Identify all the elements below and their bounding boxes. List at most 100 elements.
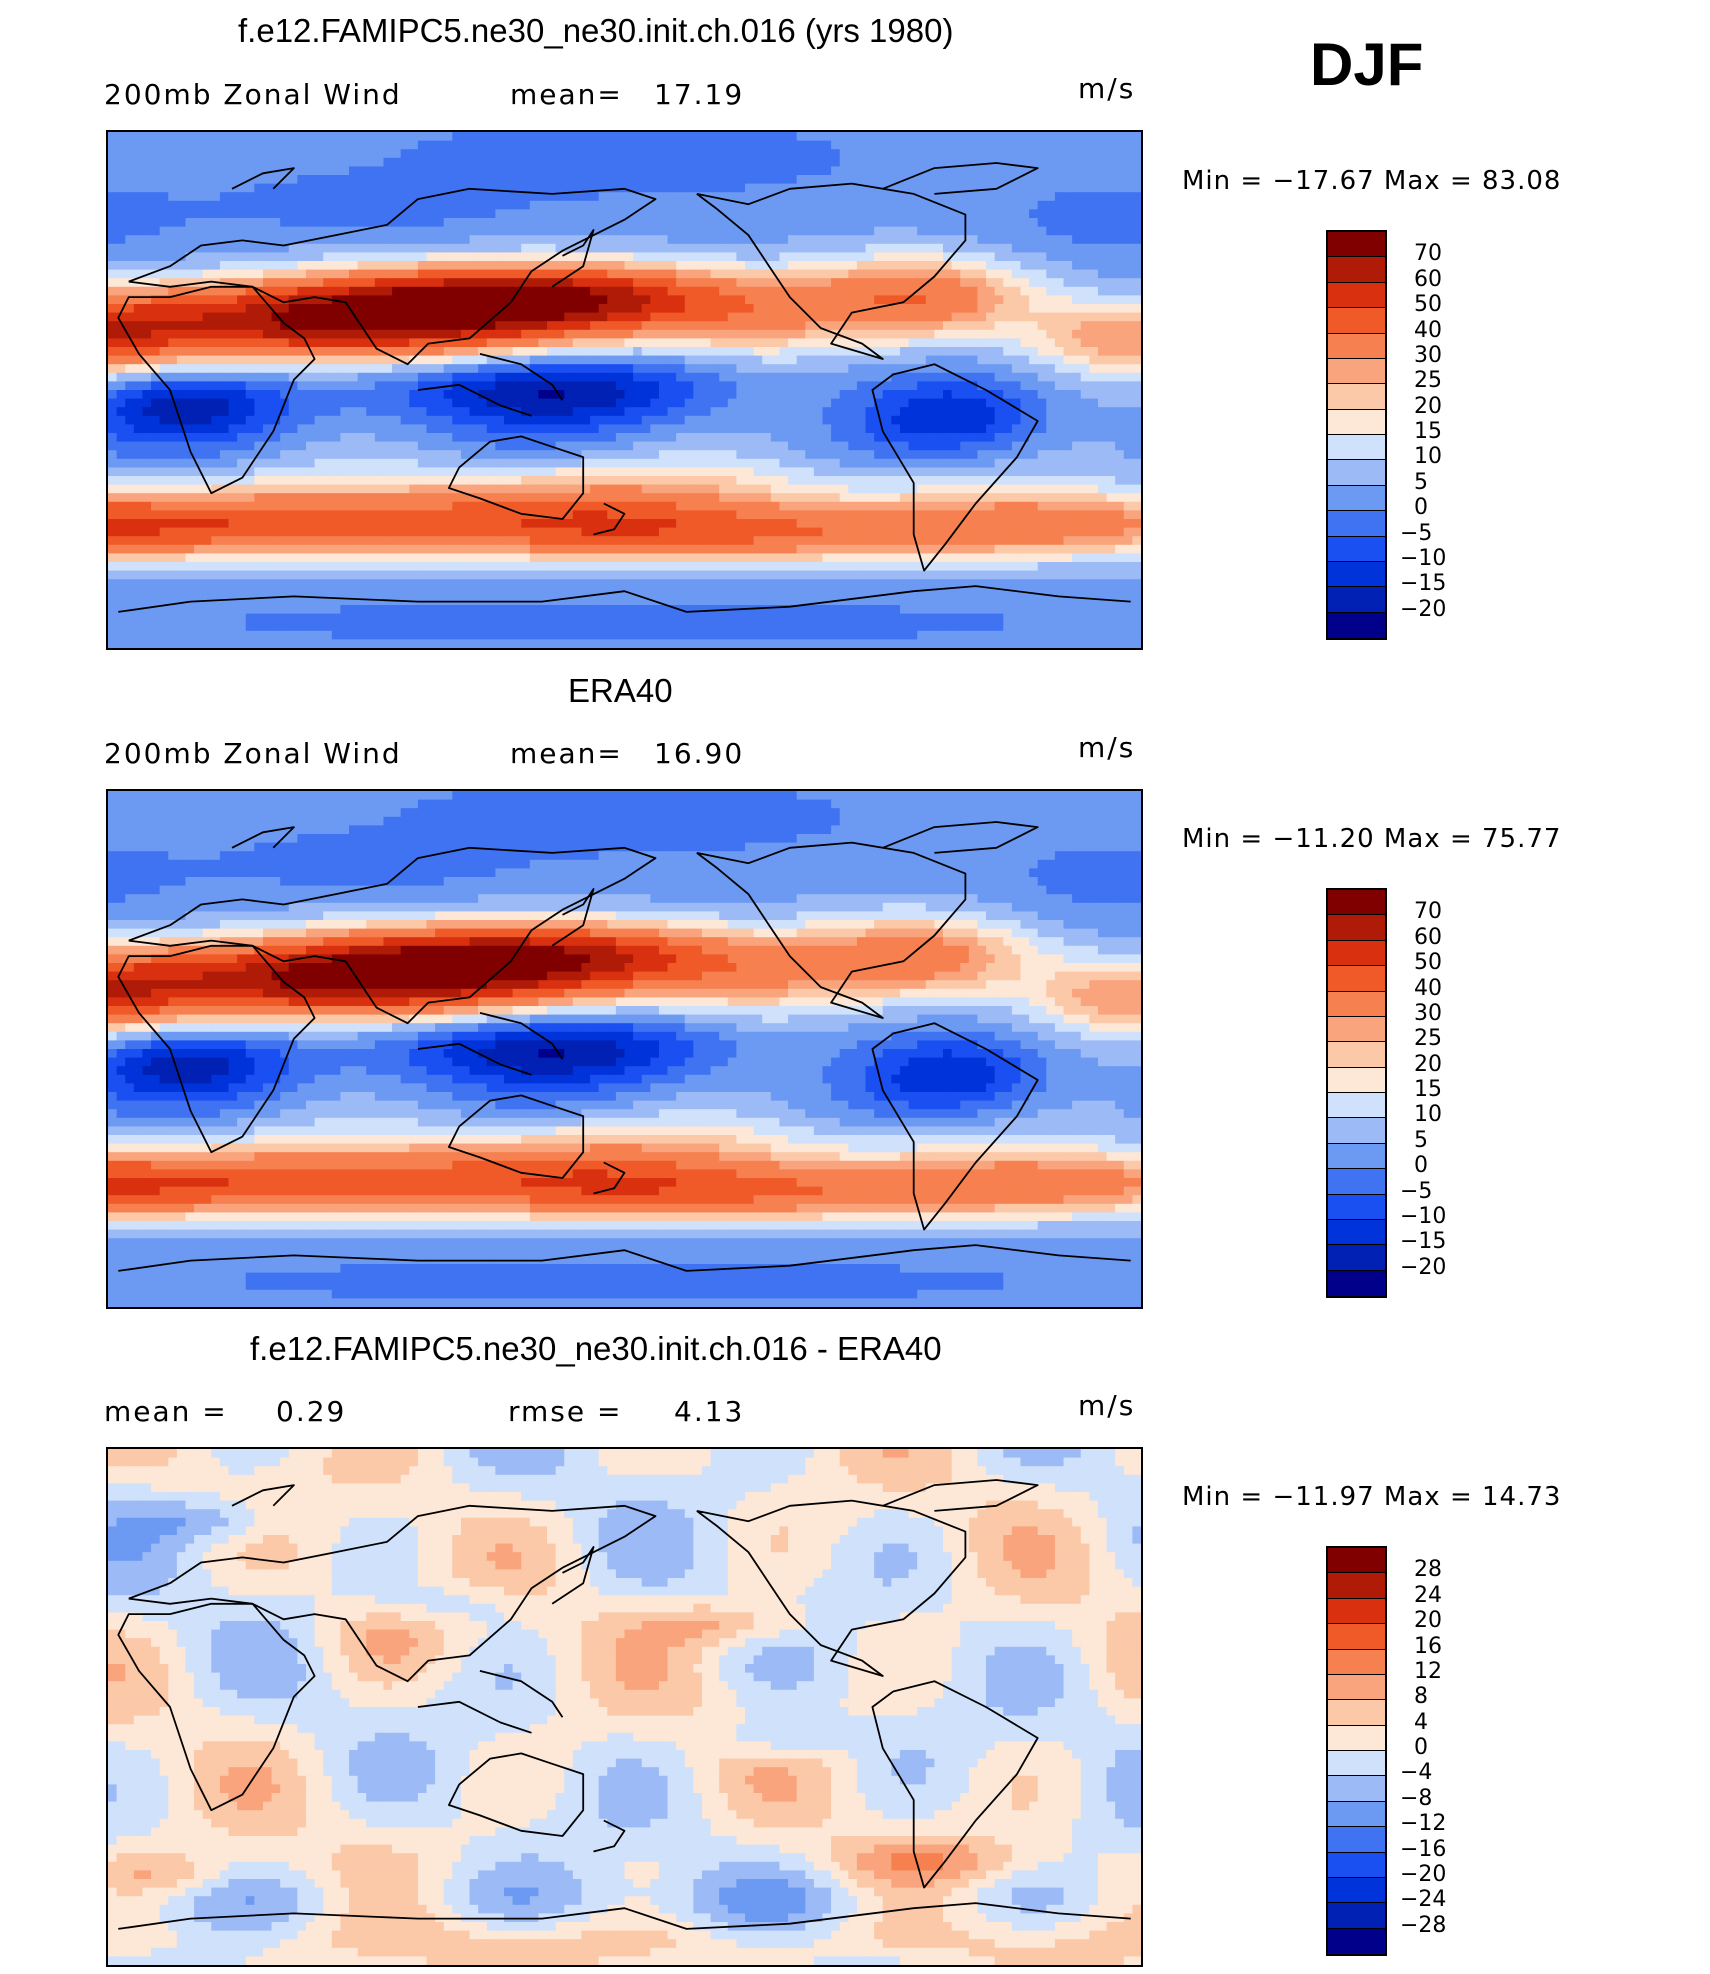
colorbar-swatch xyxy=(1328,536,1385,562)
colorbar-tick-label: 40 xyxy=(1414,976,1442,1001)
colorbar-tick-label: 30 xyxy=(1414,1001,1442,1026)
colorbar-tick-label: 20 xyxy=(1414,1052,1442,1077)
colorbar-tick-label: −10 xyxy=(1400,1204,1446,1229)
coastline xyxy=(231,826,295,849)
panel-2-units: m/s xyxy=(1078,731,1135,764)
coastline xyxy=(117,1602,316,1812)
colorbar-swatch xyxy=(1328,1649,1385,1675)
colorbar-swatch xyxy=(1328,1903,1385,1929)
colorbar-tick-label: −20 xyxy=(1400,597,1446,622)
colorbar-swatch xyxy=(1328,1801,1385,1828)
coastlines xyxy=(117,162,1131,613)
panel-1-mean-value: 17.19 xyxy=(654,78,744,111)
colorbar-swatch xyxy=(1328,890,1385,916)
colorbar-swatch xyxy=(1328,358,1385,385)
coastline xyxy=(118,1244,1131,1272)
colorbar-tick-label: −28 xyxy=(1400,1913,1446,1938)
colorbar-swatch xyxy=(1328,1573,1385,1599)
panel-2-variable-label: 200mb Zonal Wind xyxy=(104,737,402,770)
colorbar-tick-label: 25 xyxy=(1414,1026,1442,1051)
contour-field xyxy=(108,132,1141,648)
panel-1-title: f.e12.FAMIPC5.ne30_ne30.init.ch.016 (yrs… xyxy=(238,12,953,50)
colorbar-swatch xyxy=(1328,1877,1385,1904)
colorbar-tick-label: 28 xyxy=(1414,1557,1442,1582)
colorbar-swatch xyxy=(1328,1194,1385,1220)
colorbar-swatch xyxy=(1328,1016,1385,1043)
filled-contours xyxy=(108,1449,1141,1965)
colorbar-swatch xyxy=(1328,1169,1385,1195)
panel-2-mean-value: 16.90 xyxy=(654,737,744,770)
colorbar-tick-label: −15 xyxy=(1400,1229,1446,1254)
panel-1-colorbar xyxy=(1326,230,1387,640)
colorbar-tick-label: −5 xyxy=(1400,1179,1432,1204)
colorbar-swatch xyxy=(1328,1674,1385,1701)
colorbar-swatch xyxy=(1328,1624,1385,1650)
panel-3-mean-value: 0.29 xyxy=(276,1395,346,1428)
colorbar-tick-label: −5 xyxy=(1400,521,1432,546)
panel-1-mean-label: mean= xyxy=(510,78,623,111)
colorbar-tick-label: 40 xyxy=(1414,318,1442,343)
filled-contours xyxy=(108,132,1141,648)
coastline xyxy=(882,162,1039,195)
colorbar-tick-label: 50 xyxy=(1414,950,1442,975)
colorbar-swatch xyxy=(1328,1700,1385,1726)
coastline xyxy=(118,585,1131,613)
colorbar-swatch xyxy=(1328,966,1385,992)
colorbar-tick-label: 0 xyxy=(1414,1735,1428,1760)
colorbar-swatch xyxy=(1328,485,1385,512)
colorbar-tick-label: 70 xyxy=(1414,899,1442,924)
colorbar-swatch xyxy=(1328,1776,1385,1802)
colorbar-tick-label: 5 xyxy=(1414,470,1428,495)
colorbar-tick-label: −15 xyxy=(1400,571,1446,596)
coastline xyxy=(882,821,1039,854)
coastline xyxy=(593,1819,626,1853)
coastline xyxy=(231,167,295,190)
colorbar-swatch xyxy=(1328,1598,1385,1625)
panel-3-rmse-value: 4.13 xyxy=(674,1395,744,1428)
coastline xyxy=(696,182,967,360)
panel-1-minmax: Min = −17.67 Max = 83.08 xyxy=(1182,166,1561,196)
panel-2-colorbar xyxy=(1326,888,1387,1298)
coastline xyxy=(551,229,595,288)
panel-3-minmax: Min = −11.97 Max = 14.73 xyxy=(1182,1482,1561,1512)
panel-1-variable-label: 200mb Zonal Wind xyxy=(104,78,402,111)
colorbar-swatch xyxy=(1328,232,1385,258)
colorbar-tick-label: 8 xyxy=(1414,1684,1428,1709)
coastline xyxy=(447,1094,585,1179)
filled-contours xyxy=(108,791,1141,1307)
coastline xyxy=(696,841,967,1019)
colorbar-swatch xyxy=(1328,384,1385,410)
coastline xyxy=(128,187,657,366)
colorbar-swatch xyxy=(1328,460,1385,486)
colorbar-tick-label: −24 xyxy=(1400,1887,1446,1912)
colorbar-swatch xyxy=(1328,1725,1385,1751)
colorbar-tick-label: 16 xyxy=(1414,1634,1442,1659)
colorbar-swatch xyxy=(1328,1118,1385,1144)
coastline xyxy=(128,846,657,1025)
coastline xyxy=(696,1499,967,1677)
colorbar-swatch xyxy=(1328,587,1385,613)
colorbar-tick-label: 5 xyxy=(1414,1128,1428,1153)
coastline xyxy=(551,888,595,947)
colorbar-swatch xyxy=(1328,1219,1385,1246)
coastline xyxy=(447,1752,585,1837)
coastline xyxy=(871,1022,1039,1231)
colorbar-tick-label: 0 xyxy=(1414,1153,1428,1178)
colorbar-tick-label: 25 xyxy=(1414,368,1442,393)
coastline xyxy=(417,383,532,417)
panel-2-map xyxy=(106,789,1143,1309)
coastline xyxy=(117,944,316,1154)
panel-3-units: m/s xyxy=(1078,1389,1135,1422)
coastlines xyxy=(117,1479,1131,1930)
colorbar-swatch xyxy=(1328,1751,1385,1777)
coastline xyxy=(447,435,585,520)
colorbar-tick-label: −12 xyxy=(1400,1811,1446,1836)
colorbar-tick-label: 30 xyxy=(1414,343,1442,368)
coastline xyxy=(128,1504,657,1683)
colorbar-tick-label: 50 xyxy=(1414,292,1442,317)
coastline xyxy=(117,285,316,495)
colorbar-swatch xyxy=(1328,435,1385,461)
colorbar-tick-label: 70 xyxy=(1414,241,1442,266)
coastline xyxy=(551,1546,595,1605)
colorbar-tick-label: 10 xyxy=(1414,444,1442,469)
